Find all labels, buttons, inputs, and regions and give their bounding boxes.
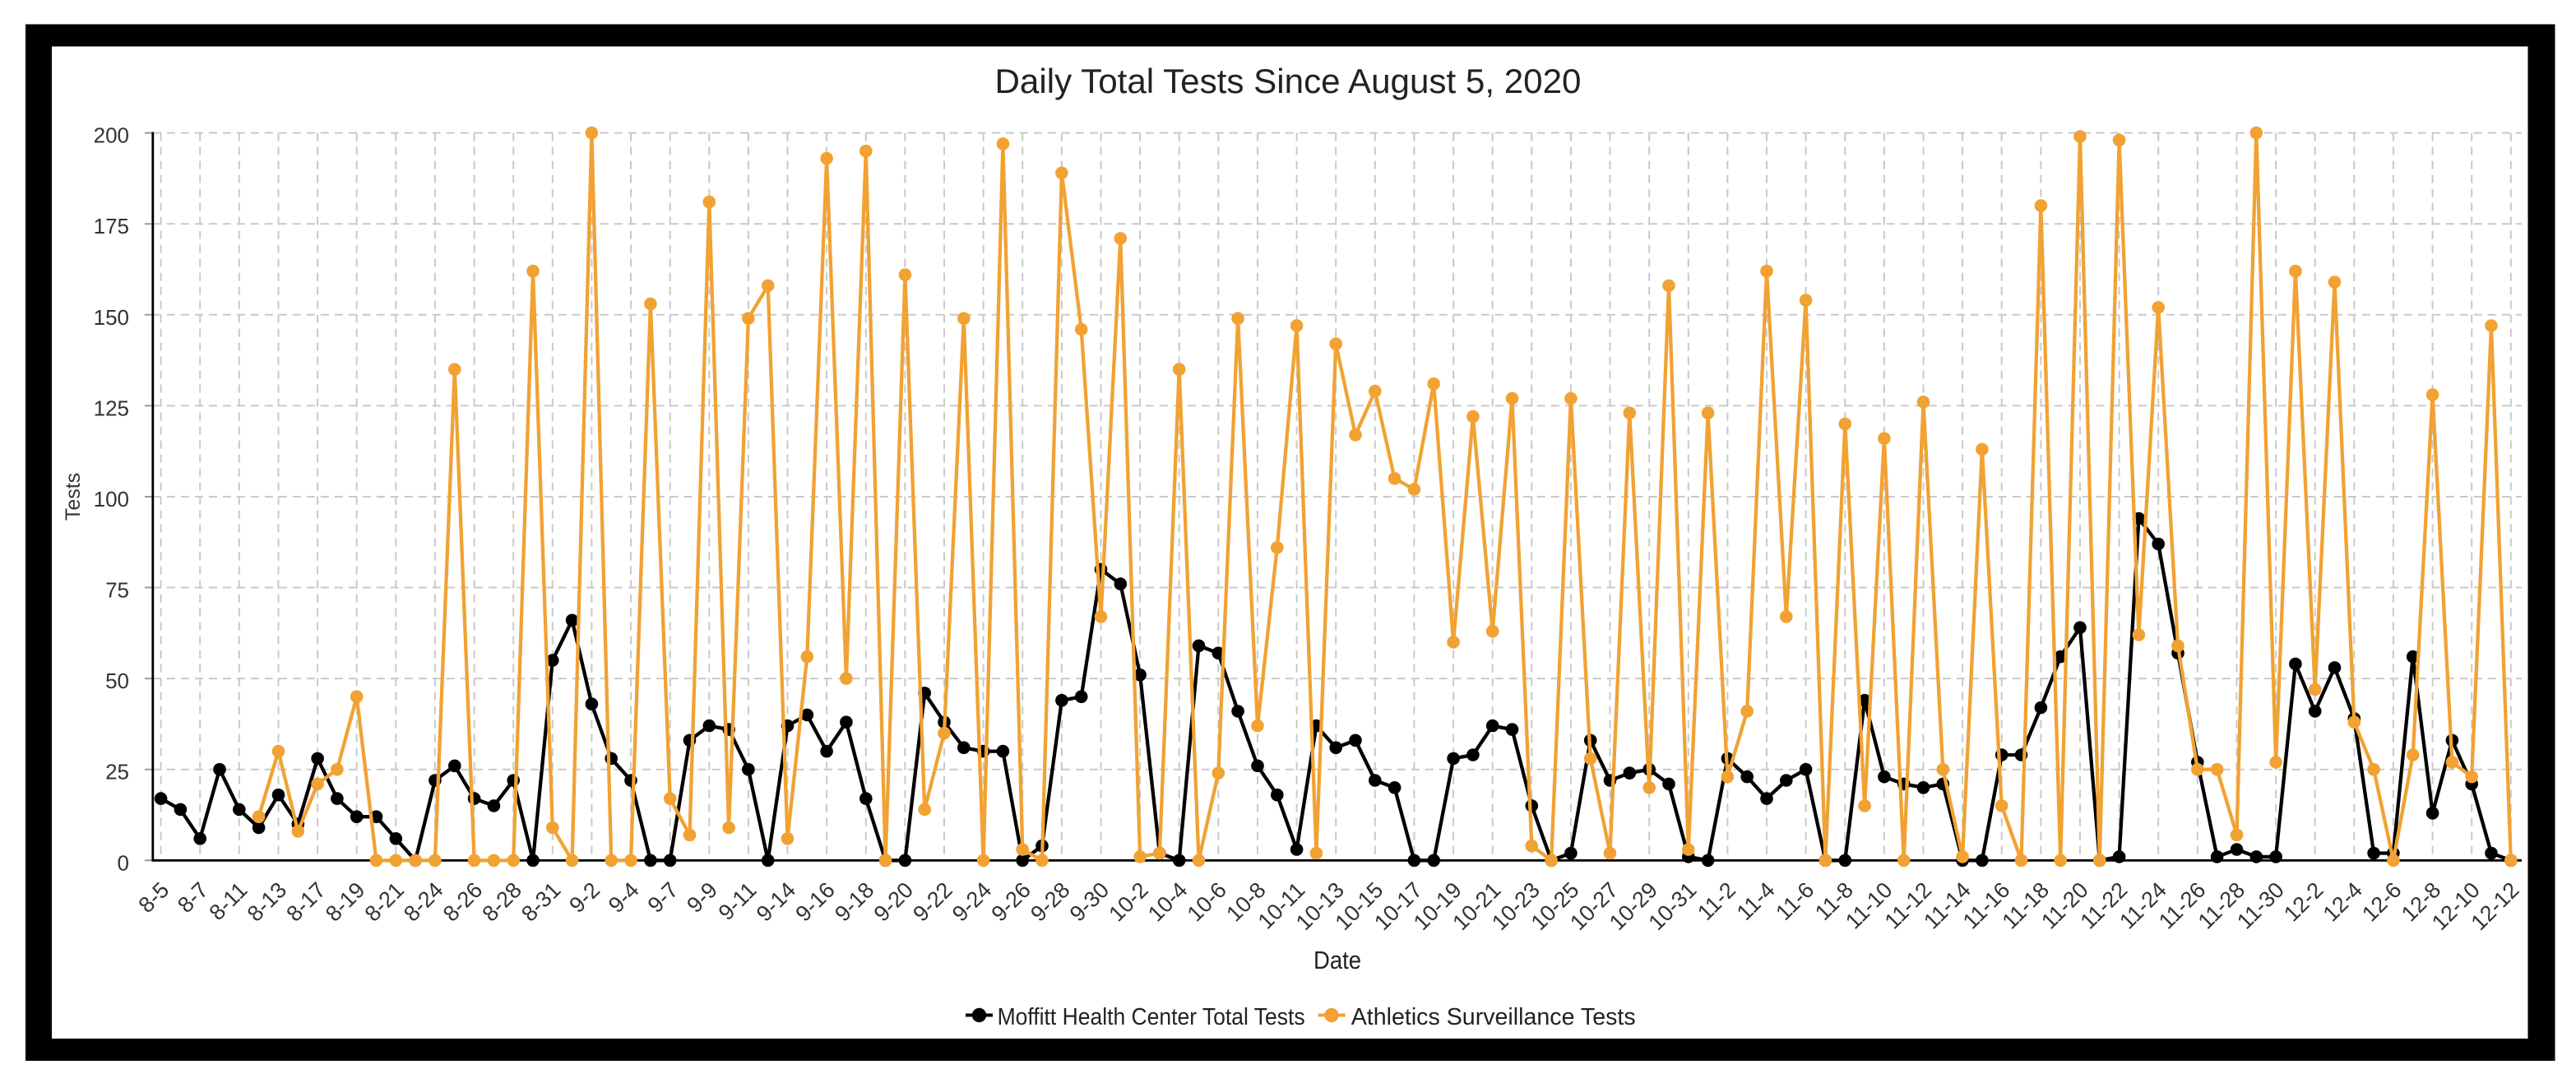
svg-text:25: 25: [105, 760, 129, 784]
svg-text:0: 0: [118, 850, 129, 875]
svg-text:175: 175: [94, 214, 129, 238]
svg-text:125: 125: [94, 396, 129, 420]
svg-text:Moffitt Health Center Total Te: Moffitt Health Center Total Tests: [998, 1004, 1305, 1030]
svg-text:75: 75: [105, 578, 129, 603]
svg-text:Athletics Surveillance Tests: Athletics Surveillance Tests: [1351, 1004, 1636, 1030]
svg-text:200: 200: [94, 123, 129, 148]
svg-text:Daily Total Tests Since August: Daily Total Tests Since August 5, 2020: [995, 62, 1582, 100]
svg-text:50: 50: [105, 669, 129, 693]
svg-text:150: 150: [94, 305, 129, 330]
svg-text:Tests: Tests: [62, 473, 85, 521]
svg-text:Date: Date: [1313, 946, 1361, 974]
svg-text:100: 100: [94, 487, 129, 511]
